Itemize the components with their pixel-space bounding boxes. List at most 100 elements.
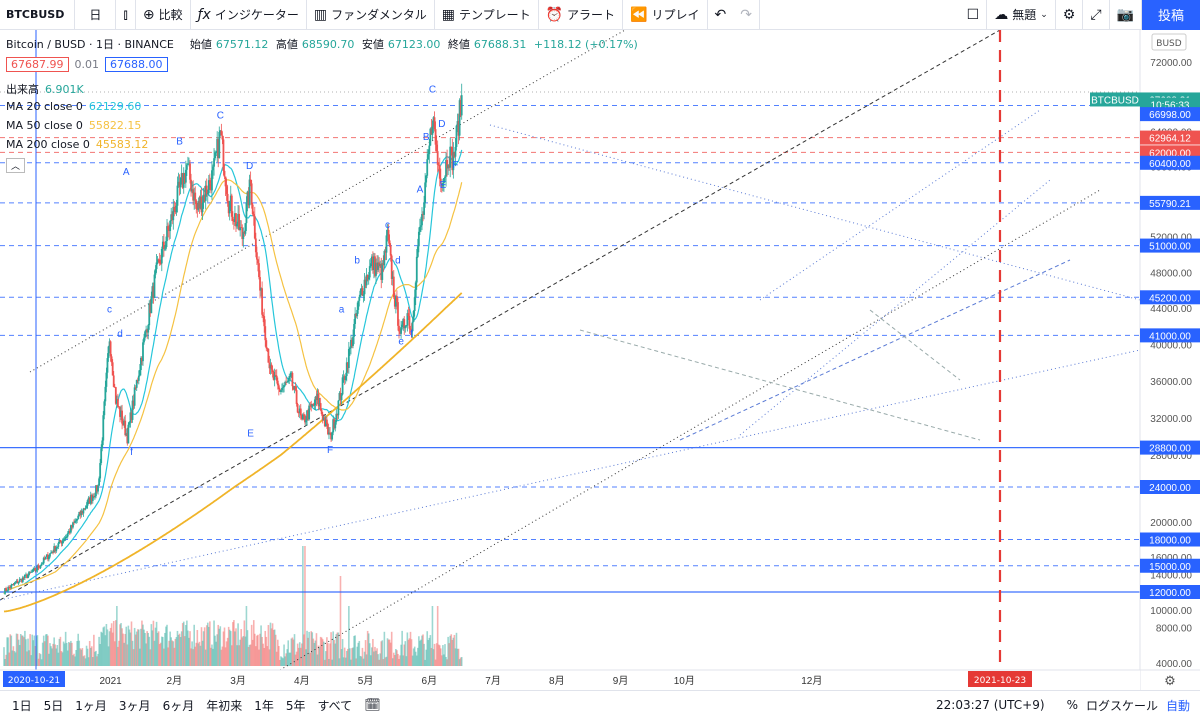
- fullscreen-layout-button[interactable]: ☐: [960, 0, 988, 30]
- candle: [314, 395, 317, 411]
- indicators-button[interactable]: ƒx インジケーター: [191, 0, 307, 30]
- candle-body: [268, 362, 271, 369]
- wave-label: d: [117, 329, 123, 340]
- goto-date-icon[interactable]: 🗓: [364, 697, 381, 713]
- candle: [217, 138, 220, 168]
- log-scale-toggle[interactable]: ログスケール: [1085, 698, 1158, 713]
- candle-body: [438, 165, 441, 179]
- range-button-1[interactable]: 5日: [43, 698, 64, 713]
- snapshot-button[interactable]: 📷: [1110, 0, 1142, 30]
- volume-bar: [325, 651, 327, 666]
- volume-bar: [270, 628, 273, 666]
- alert-button[interactable]: ⏰ アラート: [539, 0, 624, 30]
- candle: [233, 218, 235, 230]
- candle: [333, 417, 336, 430]
- fundamentals-button[interactable]: ▥ ファンダメンタル: [307, 0, 435, 30]
- wave-label: f: [410, 329, 413, 340]
- undo-icon: ↶: [714, 6, 727, 23]
- redo-button[interactable]: ↷: [733, 0, 760, 30]
- compare-button[interactable]: ⊕ 比較: [136, 0, 191, 30]
- candle-body: [365, 275, 368, 286]
- candle: [208, 173, 211, 190]
- candle-body: [411, 321, 414, 332]
- candle-body: [207, 180, 210, 194]
- candle: [442, 178, 444, 192]
- volume-bar: [82, 656, 85, 666]
- candle: [276, 377, 279, 390]
- candle-body: [391, 276, 394, 279]
- price-label-text: 51000.00: [1149, 242, 1191, 253]
- volume-bar: [173, 647, 176, 666]
- range-button-3[interactable]: 3ヶ月: [118, 698, 151, 713]
- layout-menu-button[interactable]: ☁ 無題 ⌄: [987, 0, 1056, 30]
- candle-body: [168, 229, 171, 232]
- price-label-text: 15000.00: [1149, 562, 1191, 573]
- candle: [260, 287, 262, 297]
- candle-body: [38, 567, 41, 569]
- range-button-5[interactable]: 年初来: [206, 698, 243, 713]
- candle: [247, 187, 250, 209]
- candle-body: [24, 574, 26, 579]
- candle: [226, 184, 229, 207]
- candle: [244, 222, 247, 236]
- candle: [41, 561, 44, 565]
- axis-settings-gear-icon[interactable]: ⚙: [1164, 674, 1176, 689]
- auto-scale-toggle[interactable]: 自動: [1165, 698, 1190, 713]
- candle-body: [379, 264, 382, 267]
- volume-bar: [327, 643, 329, 666]
- price-tick: 48000.00: [1150, 268, 1192, 279]
- candle: [172, 198, 175, 230]
- candle-body: [271, 369, 274, 373]
- bar-chart-icon: ▥: [313, 6, 328, 23]
- volume-bar: [373, 651, 375, 666]
- trend-lines: [0, 30, 1141, 671]
- ma200-line: [3, 292, 463, 613]
- candle: [262, 312, 265, 323]
- volume-bar: [377, 654, 379, 666]
- volume-bar: [245, 606, 248, 666]
- range-button-0[interactable]: 1日: [12, 698, 32, 713]
- range-button-6[interactable]: 1年: [254, 698, 274, 713]
- candle-body: [200, 196, 203, 213]
- volume-bar: [178, 633, 181, 666]
- candle: [126, 427, 129, 446]
- volume-bar: [220, 649, 223, 666]
- replay-button[interactable]: ⏪ リプレイ: [623, 0, 708, 30]
- candle: [257, 258, 259, 272]
- percent-toggle[interactable]: %: [1066, 698, 1078, 712]
- settings-button[interactable]: ⚙: [1056, 0, 1084, 30]
- candle: [162, 234, 165, 257]
- candle: [36, 564, 39, 573]
- candle: [124, 414, 127, 437]
- volume-bar: [176, 630, 179, 666]
- volume-bar: [229, 631, 232, 666]
- candle: [440, 183, 443, 193]
- candle-body: [87, 497, 90, 501]
- undo-button[interactable]: ↶: [708, 0, 734, 30]
- range-button-8[interactable]: すべて: [317, 698, 353, 713]
- candle: [403, 316, 406, 335]
- templates-button[interactable]: ▦ テンプレート: [435, 0, 539, 30]
- range-button-4[interactable]: 6ヶ月: [162, 698, 195, 713]
- candle: [399, 328, 401, 335]
- candle: [308, 403, 311, 421]
- range-button-7[interactable]: 5年: [285, 698, 306, 713]
- candle: [327, 422, 329, 436]
- range-button-2[interactable]: 1ヶ月: [75, 698, 107, 713]
- volume-bar: [145, 643, 147, 666]
- interval-button[interactable]: 日: [75, 0, 117, 30]
- candle-body: [170, 214, 173, 221]
- plus-circle-icon: ⊕: [142, 6, 155, 23]
- clock[interactable]: 22:03:27 (UTC+9): [936, 698, 1045, 712]
- publish-button[interactable]: 投稿: [1141, 0, 1200, 30]
- volume-bar: [397, 653, 399, 666]
- symbol-search-button[interactable]: BTCBUSD: [0, 0, 76, 30]
- volume-bar: [120, 623, 122, 666]
- candle: [26, 573, 28, 579]
- volume-bar: [134, 634, 137, 666]
- candle-body: [139, 357, 142, 371]
- chart-style-button[interactable]: ⫾: [116, 0, 136, 30]
- fullscreen-button[interactable]: ⤢: [1083, 0, 1110, 30]
- volume-bar: [109, 627, 112, 666]
